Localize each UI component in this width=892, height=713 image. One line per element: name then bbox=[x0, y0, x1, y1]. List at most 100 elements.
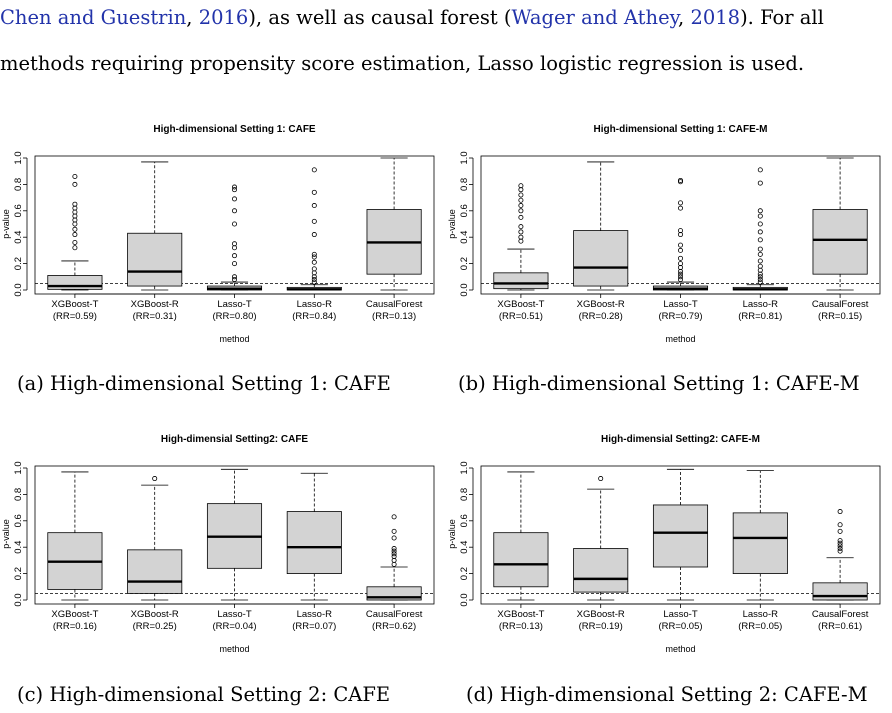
box bbox=[652, 504, 709, 568]
x-tick-label: Lasso-R bbox=[743, 609, 779, 620]
rr-label: (RR=0.04) bbox=[212, 621, 256, 632]
figure-panel-c: High-dimensial Setting2: CAFE 0.0 0.2 0.4 0.… bbox=[0, 428, 446, 658]
outlier-point bbox=[231, 187, 237, 193]
box bbox=[812, 209, 868, 275]
outlier-point bbox=[677, 228, 683, 234]
rr-label: (RR=0.81) bbox=[738, 311, 782, 322]
rr-label: (RR=0.13) bbox=[499, 621, 543, 632]
outlier-point bbox=[518, 229, 524, 235]
outlier-point bbox=[311, 276, 317, 282]
figure-panel-b: High-dimensional Setting 1: CAFE-M 0.0 0.2… bbox=[446, 118, 892, 348]
rr-label: (RR=0.15) bbox=[818, 311, 862, 322]
outlier-point bbox=[311, 259, 317, 265]
outlier-point bbox=[757, 180, 763, 186]
y-tick-label: 0.8 bbox=[13, 488, 24, 501]
outlier-point bbox=[677, 177, 683, 183]
x-tick-label: XGBoost-R bbox=[131, 299, 179, 310]
boxplot-chart: High-dimensional Setting 1: CAFE-M 0.0 0.2… bbox=[447, 124, 881, 344]
citation-authors: Wager and Athey bbox=[511, 6, 679, 29]
rr-label: (RR=0.19) bbox=[579, 621, 623, 632]
x-tick-label: Lasso-T bbox=[663, 299, 698, 310]
rr-label: (RR=0.07) bbox=[292, 621, 336, 632]
rr-label: (RR=0.05) bbox=[738, 621, 782, 632]
y-tick-label: 0.6 bbox=[13, 204, 24, 217]
y-tick-label: 0.6 bbox=[13, 514, 24, 527]
y-tick-label: 0.0 bbox=[13, 283, 24, 296]
outlier-point bbox=[837, 528, 843, 534]
box bbox=[573, 230, 629, 287]
citation-link[interactable]: Chen and Guestrin, 2016 bbox=[0, 6, 248, 29]
outlier-point bbox=[518, 192, 524, 198]
y-tick-label: 1.0 bbox=[459, 151, 470, 164]
y-tick-label: 0.4 bbox=[459, 231, 470, 244]
citation-link[interactable]: Wager and Athey, 2018 bbox=[512, 6, 741, 29]
chart-title: High-dimensional Setting 1: CAFE bbox=[153, 124, 316, 135]
outlier-point bbox=[757, 251, 763, 257]
outlier-point bbox=[677, 200, 683, 206]
outlier-point bbox=[391, 546, 397, 552]
rr-label: (RR=0.28) bbox=[579, 311, 623, 322]
outlier-point bbox=[72, 226, 78, 232]
outlier-point bbox=[311, 251, 317, 257]
outlier-point bbox=[311, 189, 317, 195]
y-tick-label: 0.8 bbox=[459, 178, 470, 191]
rr-label: (RR=0.16) bbox=[53, 621, 97, 632]
outlier-point bbox=[518, 234, 524, 240]
y-tick-label: 0.2 bbox=[13, 567, 24, 580]
outlier-point bbox=[311, 279, 317, 285]
outlier-point bbox=[72, 232, 78, 238]
outlier-point bbox=[757, 279, 763, 285]
y-tick-label: 0.2 bbox=[13, 257, 24, 270]
y-axis-label: p-value bbox=[447, 519, 457, 549]
y-tick-label: 0.2 bbox=[459, 567, 470, 580]
outlier-point bbox=[391, 535, 397, 541]
figure-caption-a: (a) High-dimensional Setting 1: CAFE bbox=[17, 372, 391, 395]
figure-panel-a: High-dimensional Setting 1: CAFE 0.0 0.2 0.… bbox=[0, 118, 446, 348]
citation-separator: , bbox=[186, 6, 199, 29]
outlier-point bbox=[518, 203, 524, 209]
x-tick-label: Lasso-T bbox=[217, 299, 252, 310]
paragraph-line-2: methods requiring propensity score estim… bbox=[0, 52, 805, 75]
box bbox=[286, 511, 342, 574]
y-axis-label: p-value bbox=[1, 519, 11, 549]
outlier-point bbox=[311, 266, 317, 272]
x-axis-label: method bbox=[665, 334, 695, 344]
y-tick-label: 0.0 bbox=[13, 593, 24, 606]
x-tick-label: XGBoost-R bbox=[577, 299, 625, 310]
outlier-point bbox=[598, 476, 604, 482]
outlier-point bbox=[518, 208, 524, 214]
boxplot-chart: High-dimensial Setting2: CAFE-M 0.0 0.2 0.4… bbox=[447, 434, 881, 654]
outlier-point bbox=[677, 276, 683, 282]
x-tick-label: CausalForest bbox=[366, 609, 423, 620]
figure-caption-b: (b) High-dimensional Setting 1: CAFE-M bbox=[458, 372, 860, 395]
outlier-point bbox=[837, 509, 843, 515]
outlier-point bbox=[311, 254, 317, 260]
outlier-point bbox=[757, 208, 763, 214]
y-tick-label: 0.6 bbox=[459, 204, 470, 217]
x-tick-label: XGBoost-T bbox=[51, 609, 98, 620]
rr-label: (RR=0.84) bbox=[292, 311, 336, 322]
outlier-point bbox=[837, 543, 843, 549]
x-tick-label: XGBoost-T bbox=[497, 299, 544, 310]
y-tick-label: 0.4 bbox=[13, 231, 24, 244]
outlier-point bbox=[677, 242, 683, 248]
outlier-point bbox=[518, 214, 524, 220]
outlier-point bbox=[677, 274, 683, 280]
outlier-point bbox=[518, 224, 524, 230]
chart-title: High-dimensial Setting2: CAFE bbox=[161, 434, 309, 445]
outlier-point bbox=[231, 261, 237, 267]
x-tick-label: XGBoost-T bbox=[497, 609, 544, 620]
chart-title: High-dimensial Setting2: CAFE-M bbox=[601, 434, 760, 445]
x-tick-label: XGBoost-T bbox=[51, 299, 98, 310]
y-tick-label: 0.8 bbox=[459, 488, 470, 501]
outlier-point bbox=[311, 167, 317, 173]
outlier-point bbox=[837, 548, 843, 554]
outlier-point bbox=[837, 538, 843, 544]
outlier-point bbox=[677, 271, 683, 277]
y-tick-label: 0.4 bbox=[13, 541, 24, 554]
paragraph-text: ). For all bbox=[740, 6, 824, 29]
x-tick-label: CausalForest bbox=[812, 299, 869, 310]
outlier-point bbox=[518, 197, 524, 203]
outlier-point bbox=[231, 253, 237, 259]
outlier-point bbox=[152, 476, 158, 482]
